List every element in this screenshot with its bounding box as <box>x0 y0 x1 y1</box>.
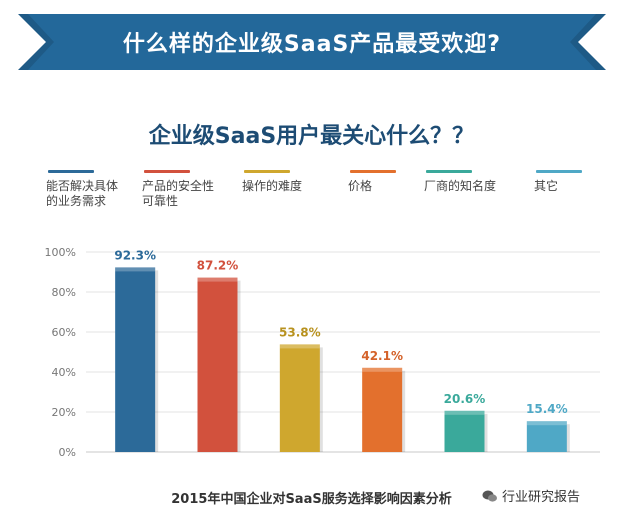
bar <box>115 267 156 452</box>
legend-swatch <box>144 170 190 173</box>
y-tick-label: 40% <box>52 366 76 379</box>
banner-title: 什么样的企业级SaaS产品最受欢迎? <box>122 32 502 57</box>
bar <box>362 367 403 452</box>
legend-item: 价格 <box>348 170 448 194</box>
bar-value-label: 42.1% <box>361 349 403 363</box>
legend-item: 厂商的知名度 <box>424 170 524 194</box>
bar-highlight <box>526 421 567 426</box>
bar <box>197 277 238 452</box>
legend-swatch <box>244 170 290 173</box>
bar-highlight <box>362 367 403 372</box>
wechat-icon <box>482 488 498 504</box>
bar <box>526 421 567 452</box>
legend-item: 能否解决具体 的业务需求 <box>46 170 146 209</box>
y-tick-label: 60% <box>52 326 76 339</box>
title-banner: 什么样的企业级SaaS产品最受欢迎? <box>18 14 606 70</box>
legend-swatch <box>48 170 94 173</box>
bar-chart: 0% 20% 40% 60% 80% 100% 92.3% 87.2% 53.8% 42.1% 20… <box>45 246 600 459</box>
legend-label: 操作的难度 <box>242 179 303 193</box>
y-tick-label: 0% <box>59 446 76 459</box>
legend-item: 产品的安全性 可靠性 <box>142 170 242 209</box>
bar-value-label: 87.2% <box>197 259 239 273</box>
legend-label: 其它 <box>534 179 559 193</box>
bar-value-label: 53.8% <box>279 325 321 339</box>
bar-highlight <box>197 277 238 282</box>
legend-label: 产品的安全性 可靠性 <box>142 179 215 208</box>
legend-label: 厂商的知名度 <box>424 179 497 193</box>
wechat-source: 行业研究报告 <box>482 486 580 505</box>
bar-highlight <box>115 267 156 272</box>
legend-label: 能否解决具体 的业务需求 <box>46 179 119 208</box>
bar-value-label: 15.4% <box>526 402 568 416</box>
legend-swatch <box>426 170 472 173</box>
legend-label: 价格 <box>348 179 373 193</box>
legend-item: 其它 <box>534 170 623 194</box>
y-tick-label: 20% <box>52 406 76 419</box>
bar-value-label: 92.3% <box>114 248 156 262</box>
chart-subtitle: 企业级SaaS用户最关心什么？？ <box>148 124 475 149</box>
bar-highlight <box>444 410 485 415</box>
bar-highlight <box>279 344 320 349</box>
bar <box>279 344 320 452</box>
legend-swatch <box>350 170 396 173</box>
y-tick-label: 80% <box>52 286 76 299</box>
wechat-label: 行业研究报告 <box>502 490 581 505</box>
bar-value-label: 20.6% <box>444 392 486 406</box>
chart-footer: 2015年中国企业对SaaS服务选择影响因素分析 <box>171 492 452 507</box>
legend-item: 操作的难度 <box>242 170 342 194</box>
legend-swatch <box>536 170 582 173</box>
bar <box>444 410 485 452</box>
chart-legend: 能否解决具体 的业务需求 产品的安全性 可靠性 操作的难度 价格 厂商的知名度 … <box>0 170 623 220</box>
y-tick-label: 100% <box>45 246 76 259</box>
banner-shape <box>18 14 606 70</box>
